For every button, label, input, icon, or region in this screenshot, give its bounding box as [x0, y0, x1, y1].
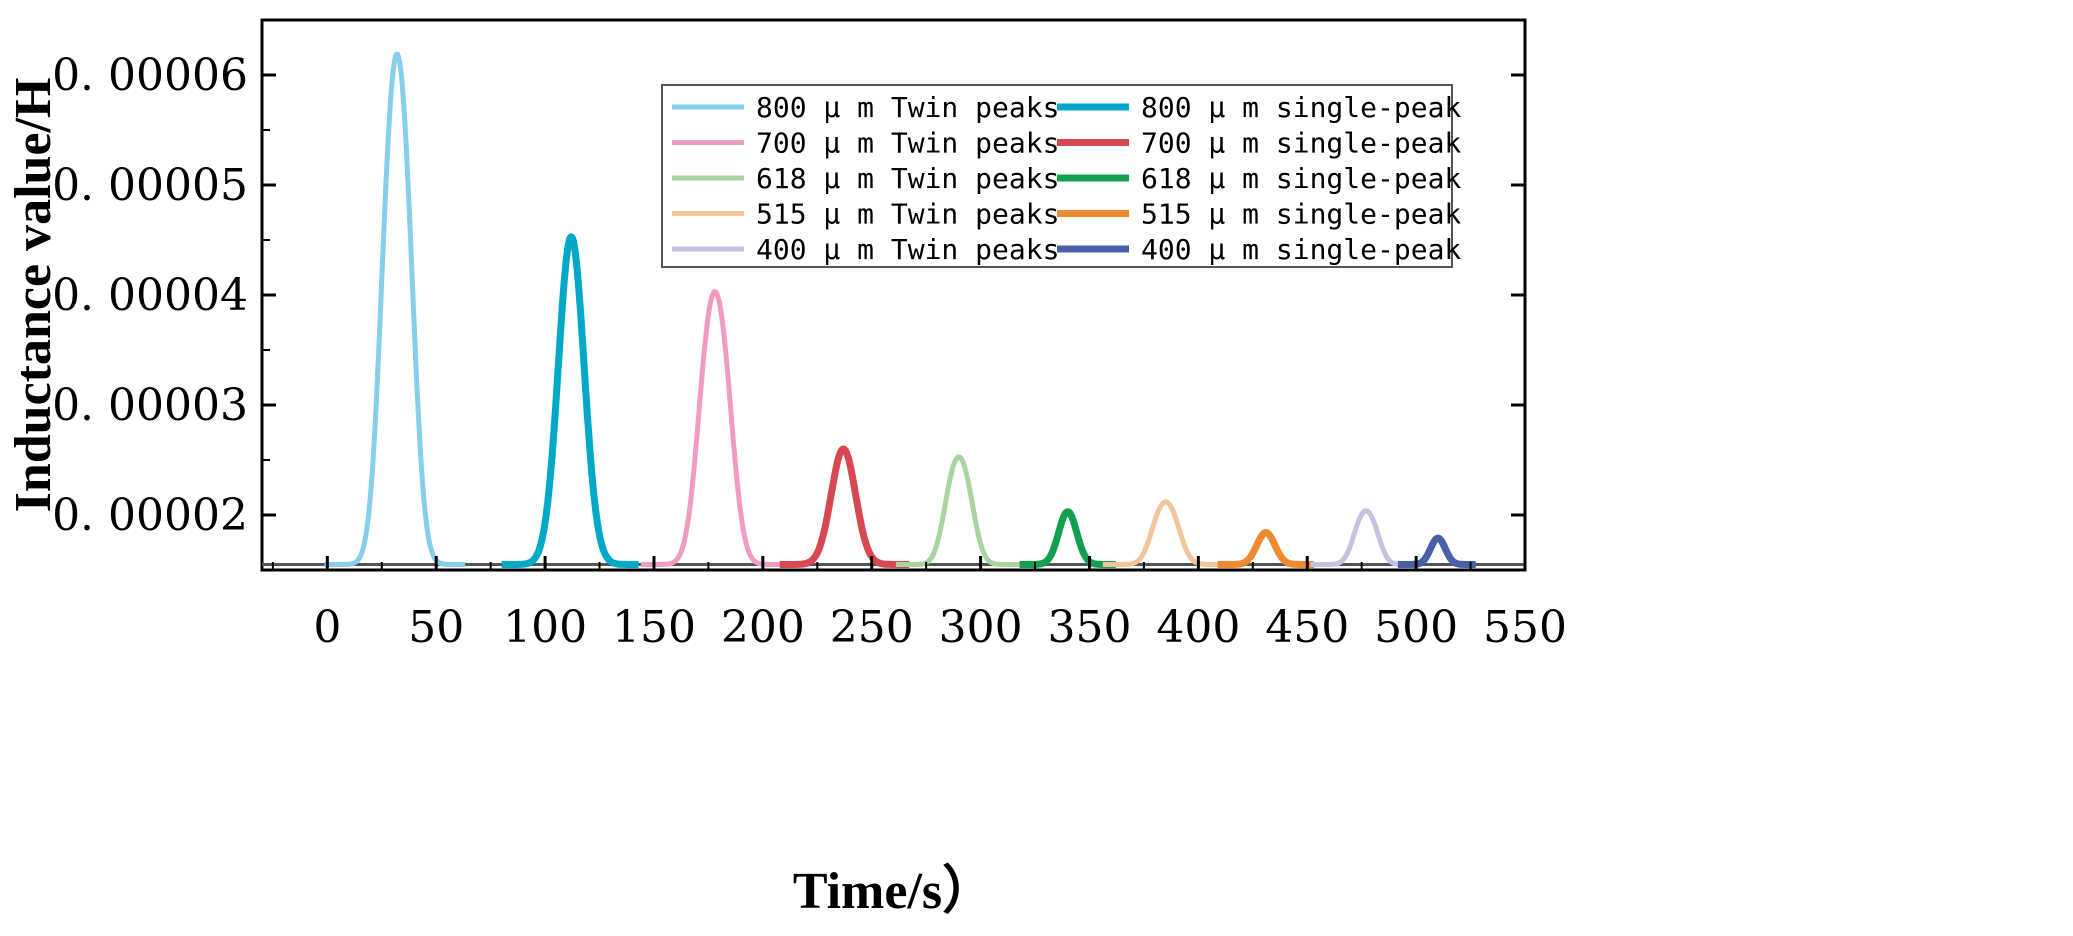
series-5-line: [894, 454, 1024, 567]
legend: 800 μ m Twin peaks 800 μ m single-peak700…: [661, 84, 1461, 268]
legend-label: 800 μ m single-peak: [1141, 91, 1461, 124]
x-tick-label: 150: [612, 602, 696, 653]
legend-label: 800 μ m Twin peaks: [756, 91, 1059, 124]
axes-layer: 0 50 100 150 200 250 300 350 400 450 500 550 0. 0000…: [52, 50, 1567, 653]
y-tick-label: 0. 00006: [52, 50, 248, 101]
x-tick-label: 200: [721, 602, 805, 653]
legend-label: 515 μ m single-peak: [1141, 198, 1461, 231]
series-7-line: [1101, 499, 1231, 567]
x-tick-label: 550: [1483, 602, 1567, 653]
series-8-line: [1214, 529, 1317, 568]
y-tick-label: 0. 00003: [52, 380, 248, 431]
legend-label: 400 μ m single-peak: [1141, 233, 1461, 266]
legend-label: 700 μ m single-peak: [1141, 127, 1461, 160]
x-tick-label: 450: [1265, 602, 1349, 653]
x-tick-label: 100: [503, 602, 587, 653]
x-axis-title: Time/s）: [793, 862, 994, 920]
legend-label: 618 μ m Twin peaks: [756, 162, 1059, 195]
series-4-line: [777, 445, 912, 568]
series-6-line: [1016, 508, 1119, 568]
x-tick-label: 500: [1374, 602, 1458, 653]
x-tick-label: 400: [1156, 602, 1240, 653]
y-tick-label: 0. 00004: [52, 270, 248, 321]
series-3-line: [639, 289, 791, 567]
series-1-line: [322, 51, 467, 567]
y-axis-title: Inductance value/H: [5, 78, 62, 513]
legend-label: 515 μ m Twin peaks: [756, 198, 1059, 231]
series-9-line: [1308, 508, 1424, 567]
y-tick-label: 0. 00002: [52, 490, 248, 541]
x-tick-label: 350: [1047, 602, 1131, 653]
series-2-line: [499, 233, 642, 568]
legend-label: 400 μ m Twin peaks: [756, 233, 1059, 266]
legend-label: 618 μ m single-peak: [1141, 162, 1461, 195]
y-tick-label: 0. 00005: [52, 160, 248, 211]
x-tick-label: 50: [408, 602, 464, 653]
series-10-line: [1394, 534, 1479, 568]
legend-label: 700 μ m Twin peaks: [756, 127, 1059, 160]
x-tick-label: 0: [313, 602, 341, 653]
x-tick-label: 250: [830, 602, 914, 653]
x-tick-label: 300: [939, 602, 1023, 653]
